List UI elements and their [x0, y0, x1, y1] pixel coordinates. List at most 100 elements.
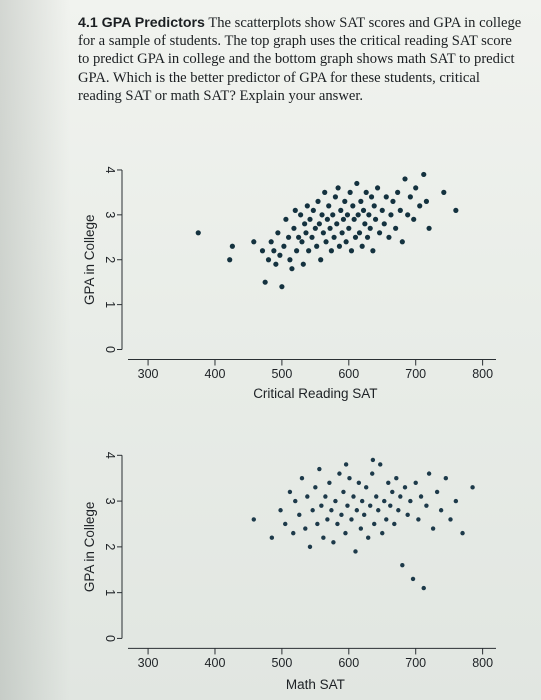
data-point: [265, 257, 272, 263]
data-point: [374, 494, 379, 499]
data-point: [300, 261, 306, 267]
data-point: [441, 189, 447, 195]
data-point: [299, 476, 305, 481]
x-tick-label: 600: [338, 656, 359, 670]
data-point: [358, 198, 364, 204]
data-point: [313, 485, 318, 490]
data-point: [195, 230, 201, 236]
data-point: [390, 198, 396, 204]
data-point: [364, 234, 371, 240]
data-point: [330, 212, 336, 218]
data-point: [426, 471, 432, 476]
data-point: [423, 198, 430, 204]
data-point: [327, 480, 332, 485]
data-point: [321, 535, 326, 540]
data-point: [336, 243, 343, 249]
y-axis-title: GPA in College: [82, 214, 97, 305]
data-point: [332, 194, 339, 200]
data-point: [343, 530, 348, 536]
page-shadow: [0, 0, 70, 700]
data-point: [381, 221, 387, 227]
x-axis-title: Math SAT: [286, 677, 345, 692]
data-point: [227, 257, 233, 263]
data-point: [362, 221, 368, 227]
data-point: [399, 239, 405, 245]
problem-heading: 4.1 GPA Predictors: [78, 15, 205, 31]
data-point: [323, 494, 328, 499]
data-point: [368, 194, 375, 200]
data-point: [294, 248, 300, 254]
y-axis-title: GPA in College: [82, 502, 97, 593]
x-axis-title: Critical Reading SAT: [253, 386, 377, 401]
data-point: [386, 480, 391, 485]
data-point: [342, 198, 348, 204]
data-point: [359, 243, 365, 249]
data-point: [251, 517, 256, 522]
data-point: [271, 248, 277, 254]
data-point: [402, 176, 408, 182]
data-point: [305, 494, 310, 499]
y-tick-label: 0: [103, 635, 117, 642]
data-point: [259, 248, 266, 254]
data-point: [283, 521, 288, 527]
x-tick-label: 800: [472, 367, 493, 381]
data-point: [376, 230, 383, 236]
y-tick-label: 4: [103, 166, 117, 173]
data-point: [370, 471, 375, 476]
data-point: [378, 462, 383, 467]
data-point: [460, 530, 465, 536]
data-point: [325, 517, 330, 522]
data-point: [297, 512, 302, 518]
data-point: [326, 203, 332, 209]
data-point: [350, 203, 356, 209]
data-point: [287, 257, 293, 263]
data-point: [315, 198, 321, 204]
data-point: [333, 498, 338, 504]
data-point: [302, 221, 308, 227]
data-point: [335, 185, 341, 191]
data-point: [319, 503, 324, 508]
y-tick-label: 0: [103, 346, 117, 353]
data-point: [287, 489, 293, 495]
y-tick-label: 3: [103, 498, 117, 505]
data-point: [392, 521, 397, 527]
data-point: [388, 503, 393, 508]
data-point: [356, 230, 363, 236]
data-point: [368, 503, 373, 508]
data-point: [306, 248, 312, 254]
data-point: [426, 225, 432, 231]
data-point: [335, 521, 340, 527]
y-tick-label: 3: [103, 211, 117, 218]
data-point: [390, 489, 395, 495]
data-point: [315, 521, 320, 527]
data-point: [356, 480, 362, 485]
x-tick-label: 400: [205, 367, 226, 381]
data-point: [386, 234, 392, 240]
data-point: [343, 239, 349, 245]
data-point: [285, 234, 292, 240]
data-point: [320, 230, 326, 236]
x-tick-label: 300: [138, 367, 159, 381]
data-point: [319, 212, 325, 218]
y-tick-label: 2: [103, 543, 117, 550]
data-point: [331, 540, 336, 545]
x-tick-label: 600: [338, 367, 359, 381]
data-point: [281, 243, 287, 249]
data-point: [405, 512, 410, 518]
data-point: [347, 476, 352, 481]
data-point: [262, 279, 268, 285]
data-point: [366, 535, 371, 540]
problem-body: The scatterplots show SAT scores and GPA…: [78, 15, 522, 104]
data-point: [405, 212, 411, 218]
data-point: [361, 512, 367, 518]
data-point: [310, 207, 316, 213]
data-point: [269, 535, 275, 540]
data-point: [348, 248, 355, 254]
data-point: [316, 221, 322, 227]
data-point: [307, 544, 313, 550]
reading-sat-scatterplot: 0 1 2 3 4 300 400 500 600 700 800 Critical Reading …: [82, 166, 496, 401]
data-point: [352, 234, 359, 240]
data-point: [328, 248, 335, 254]
data-point: [393, 225, 399, 231]
